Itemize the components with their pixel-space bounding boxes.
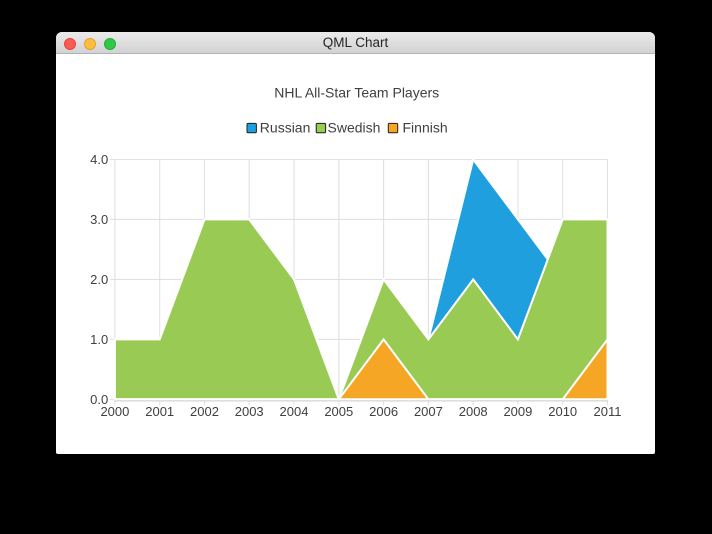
svg-text:2001: 2001 bbox=[145, 404, 174, 419]
svg-text:4.0: 4.0 bbox=[90, 152, 108, 167]
svg-text:NHL All-Star Team Players: NHL All-Star Team Players bbox=[274, 85, 439, 101]
svg-text:2000: 2000 bbox=[100, 404, 129, 419]
svg-text:2003: 2003 bbox=[235, 404, 264, 419]
svg-text:3.0: 3.0 bbox=[90, 212, 108, 227]
svg-text:2006: 2006 bbox=[369, 404, 398, 419]
svg-text:Russian: Russian bbox=[260, 119, 311, 135]
svg-text:2008: 2008 bbox=[459, 404, 488, 419]
svg-text:0.0: 0.0 bbox=[90, 392, 108, 407]
svg-text:Finnish: Finnish bbox=[403, 119, 448, 135]
svg-text:2.0: 2.0 bbox=[90, 272, 108, 287]
svg-text:2007: 2007 bbox=[414, 404, 443, 419]
svg-text:2004: 2004 bbox=[280, 404, 309, 419]
svg-text:Swedish: Swedish bbox=[328, 119, 381, 135]
svg-text:2011: 2011 bbox=[594, 404, 622, 419]
svg-text:1.0: 1.0 bbox=[90, 332, 108, 347]
svg-text:2002: 2002 bbox=[190, 404, 219, 419]
svg-text:2010: 2010 bbox=[548, 404, 577, 419]
svg-text:2009: 2009 bbox=[503, 404, 532, 419]
svg-text:2005: 2005 bbox=[324, 404, 353, 419]
